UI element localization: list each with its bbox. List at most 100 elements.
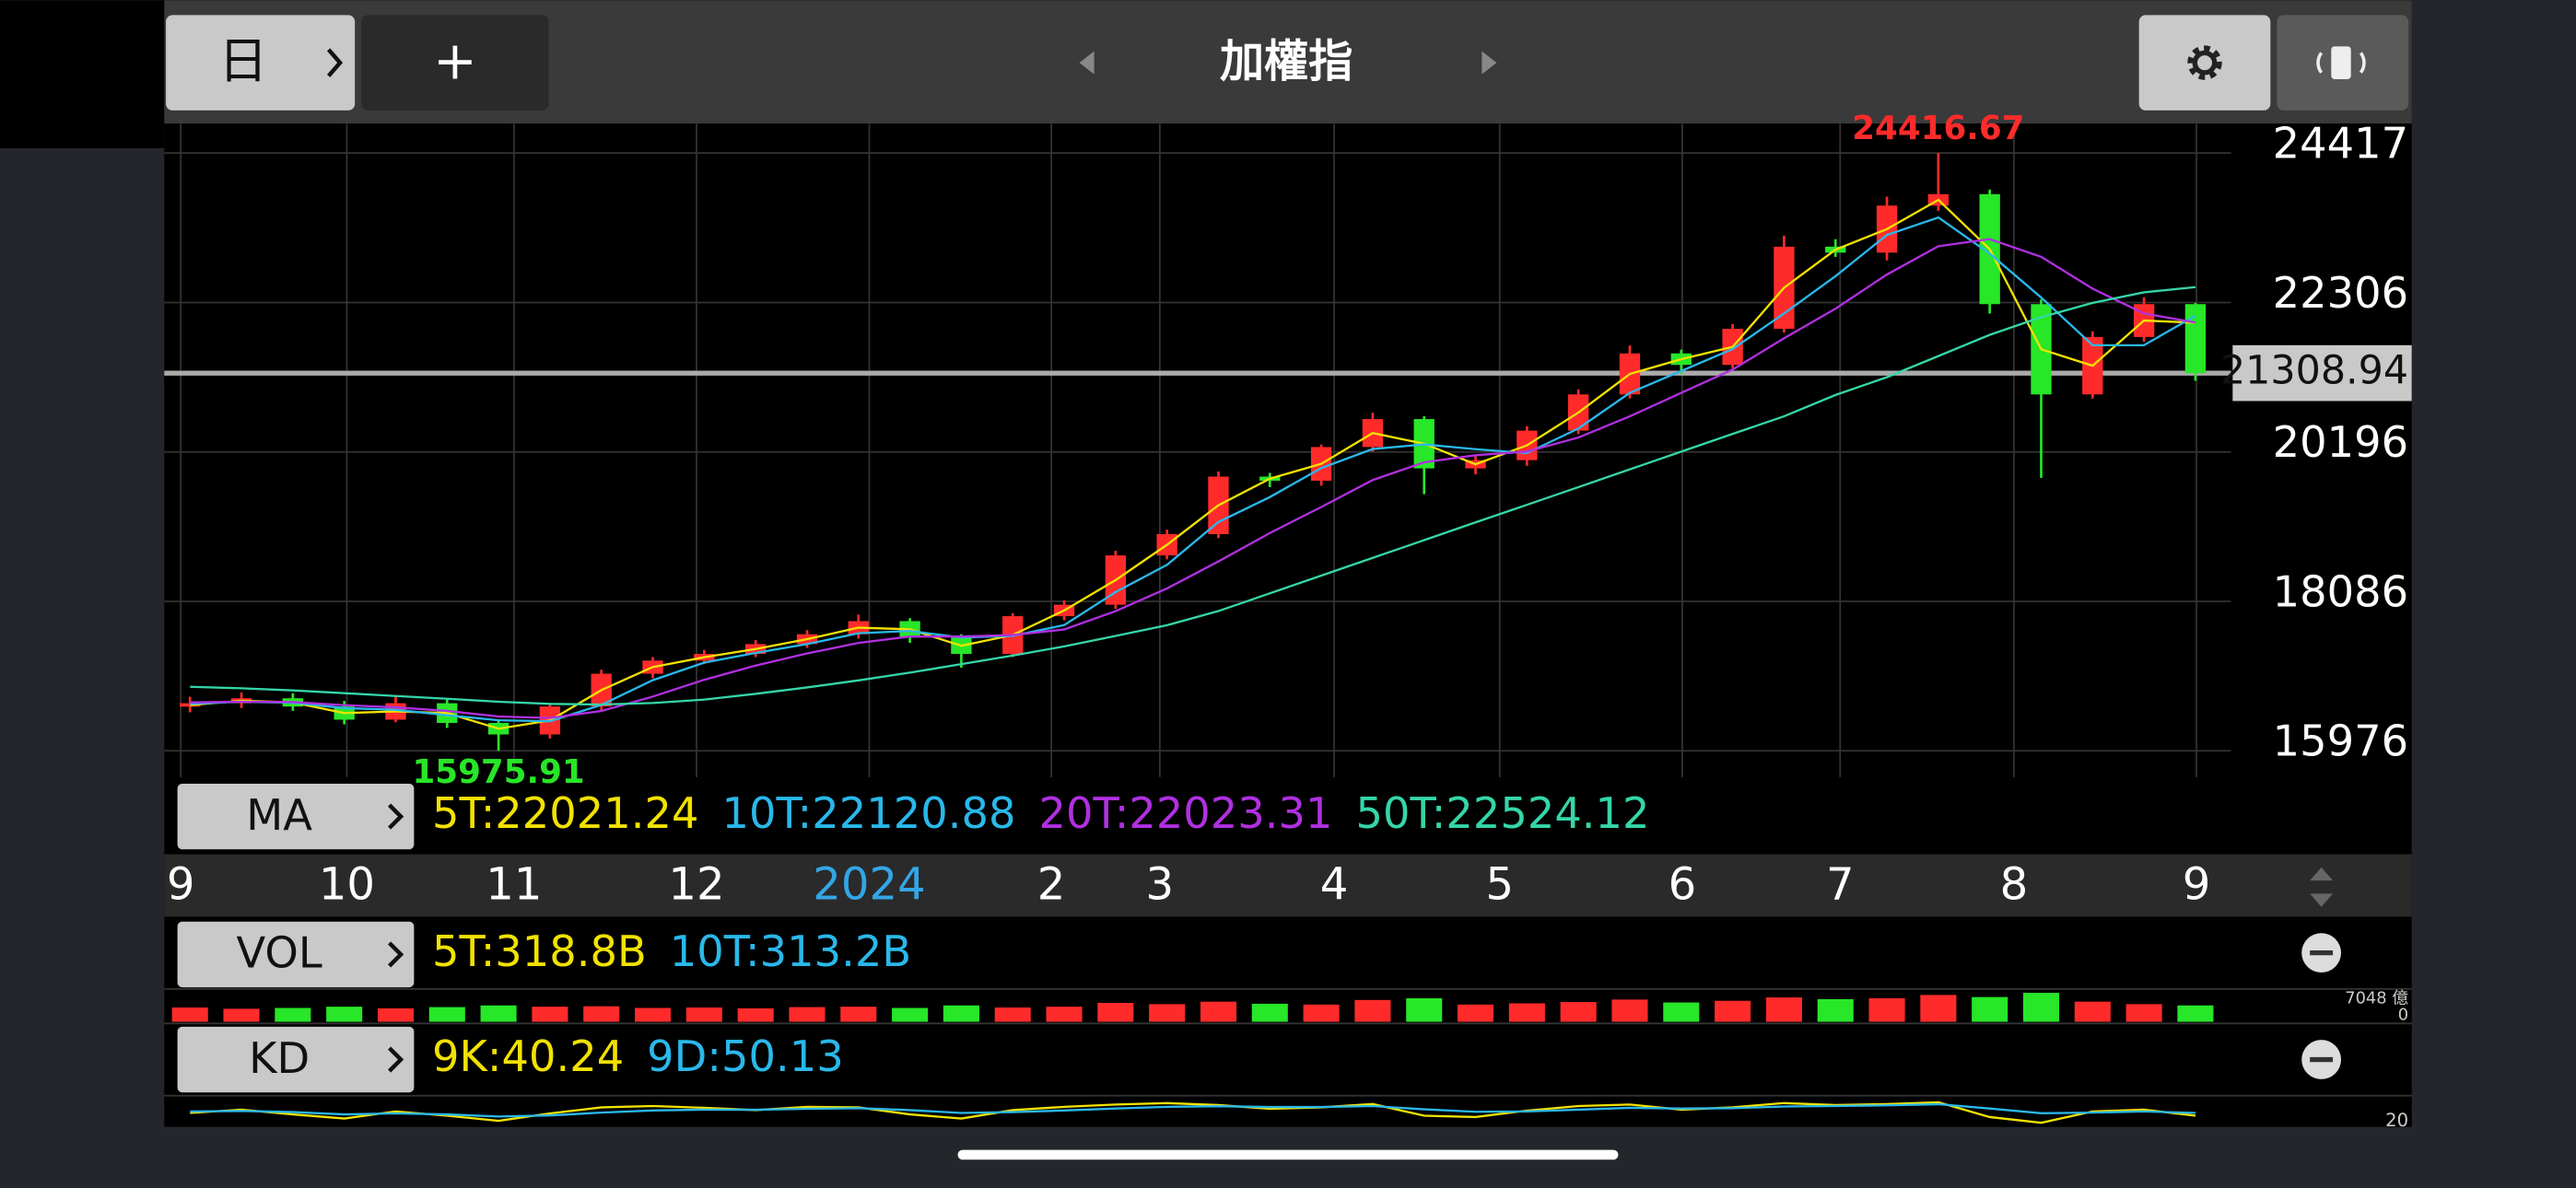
legend-entry: 9D:50.13 [647, 1031, 844, 1081]
volume-bar [1663, 1002, 1700, 1022]
volume-bar [2074, 1001, 2111, 1022]
volume-bar [1097, 1003, 1134, 1022]
settings-button[interactable] [2138, 15, 2271, 111]
volume-bar [1303, 1004, 1340, 1022]
x-tick-label: 4 [1320, 858, 1349, 910]
legend-entry: 10T:313.2B [670, 926, 911, 976]
volume-bar [1611, 999, 1648, 1022]
chevron [388, 803, 404, 830]
corner [0, 0, 165, 148]
volume-bar [789, 1007, 825, 1022]
volume-bar [428, 1007, 465, 1022]
candle-body [2184, 304, 2207, 374]
legend-entry: 9K:40.24 [432, 1031, 624, 1081]
button-label: 日 [218, 32, 267, 90]
line [190, 285, 2196, 706]
volume-bar [532, 1007, 568, 1022]
chevron [388, 1046, 404, 1073]
y-tick-label: 18086 [2273, 566, 2408, 616]
volume-bar [223, 1008, 260, 1022]
next-arrow[interactable] [1481, 51, 1497, 75]
volume-bar [994, 1007, 1031, 1022]
line [190, 215, 2196, 723]
kd-close[interactable] [2301, 1040, 2342, 1079]
vol-close[interactable] [2301, 933, 2342, 973]
resize-icon[interactable] [2310, 867, 2334, 907]
volume-tick-label: 7048 億 [2345, 989, 2408, 1008]
button-bg [177, 921, 415, 988]
volume-bar [1200, 1001, 1237, 1022]
volume-bar [1972, 996, 2008, 1022]
volume-tick-label: 0 [2398, 1005, 2408, 1024]
legend-entry: 5T:22021.24 [432, 788, 699, 838]
volume-bar [2022, 993, 2060, 1022]
line [190, 1101, 2196, 1124]
volume-bar [1406, 998, 1443, 1022]
button-bg [177, 1026, 415, 1093]
x-tick-label: 8 [2000, 858, 2029, 910]
title: 加權指 [1220, 36, 1352, 87]
line [190, 1102, 2196, 1118]
volume-bar [892, 1007, 929, 1022]
volume-bar [840, 1007, 877, 1022]
gear-teeth [2187, 45, 2222, 80]
y-tick-label: 22306 [2273, 268, 2408, 318]
volume-bar [1817, 998, 1854, 1022]
chevron [388, 941, 404, 968]
add-button[interactable]: + [361, 15, 549, 111]
legend-entry: 50T:22524.12 [1356, 788, 1650, 838]
volume-bar [737, 1007, 774, 1022]
panel-button[interactable]: KD [177, 1026, 415, 1093]
volume-bar [1149, 1004, 1186, 1022]
button-bg [2138, 15, 2271, 111]
min-label: 15975.91 [412, 753, 584, 791]
volume-bar [635, 1007, 672, 1022]
phone-icon [2331, 46, 2351, 79]
x-tick-label: 12 [668, 858, 724, 910]
x-tick-label: 2 [1037, 858, 1066, 910]
y-tick-label: 24417 [2273, 118, 2408, 168]
x-tick-label: 10 [319, 858, 375, 910]
volume-bar [1765, 997, 1802, 1022]
x-tick-label: 9 [2183, 858, 2211, 910]
current-price-box [2232, 344, 2412, 402]
volume-bar [1560, 1002, 1597, 1022]
volume-bar [1715, 1000, 1751, 1022]
prev-arrow[interactable] [1079, 51, 1095, 75]
button-bg [177, 783, 415, 850]
gear [2192, 50, 2218, 76]
x-tick-label: 2024 [813, 858, 925, 910]
volume-bar [1458, 1004, 1494, 1022]
volume-bar [1920, 995, 1957, 1022]
x-tick-label: 9 [167, 858, 195, 910]
panel-button[interactable]: VOL [177, 921, 415, 988]
button-label: MA [246, 790, 312, 840]
volume-bar [1251, 1003, 1288, 1022]
volume-bar [1046, 1007, 1083, 1022]
candle-body [180, 703, 201, 707]
line [190, 198, 2196, 730]
current-price-label: 21308.94 [2220, 348, 2408, 394]
chevron [326, 48, 344, 77]
legend-entry: 20T:22023.31 [1038, 788, 1332, 838]
legend-entry: 5T:318.8B [432, 926, 647, 976]
period-button[interactable]: 日 [166, 15, 356, 111]
volume-bar [2125, 1004, 2162, 1022]
line [190, 238, 2196, 719]
home-indicator [957, 1149, 1619, 1160]
button-bg [361, 15, 549, 111]
x-tick-label: 5 [1485, 858, 1514, 910]
button-label: KD [249, 1033, 310, 1083]
button-label: VOL [237, 928, 322, 978]
panel-button[interactable]: MA [177, 783, 415, 850]
x-tick-label: 11 [486, 858, 542, 910]
volume-bar [583, 1006, 620, 1022]
volume-bar [171, 1007, 208, 1022]
kd-tick-label: 20 [2385, 1110, 2408, 1131]
rotate-button[interactable] [2277, 15, 2409, 111]
x-tick-label: 7 [1826, 858, 1855, 910]
volume-bar [685, 1007, 722, 1022]
legend-entry: 10T:22120.88 [721, 788, 1015, 838]
volume-bar [2177, 1005, 2214, 1022]
